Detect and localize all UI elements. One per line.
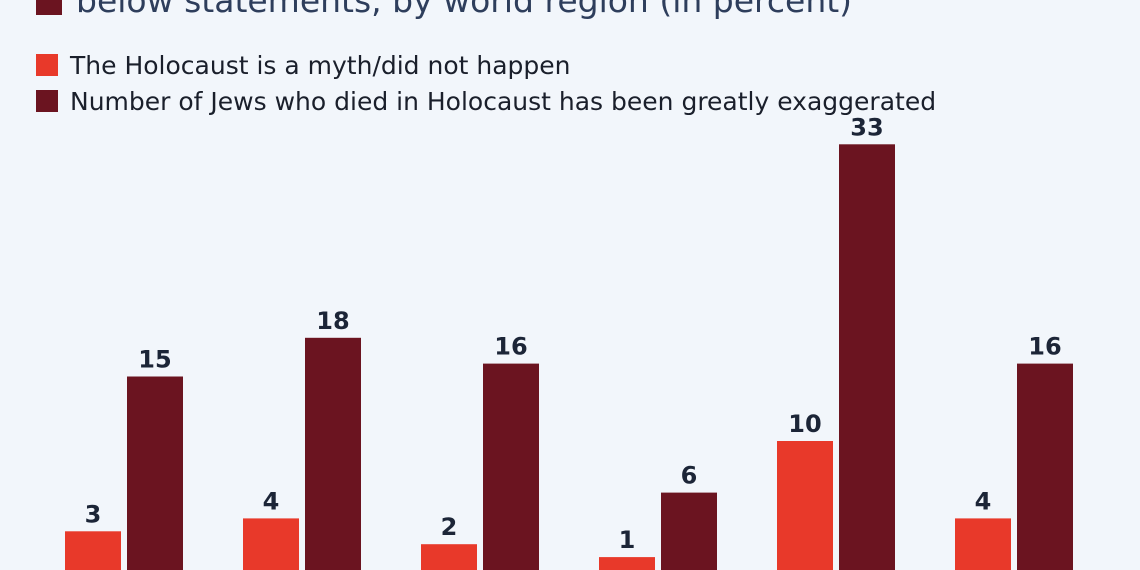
bar-series-1-group-5 xyxy=(777,441,833,570)
data-label-series-1-group-4: 1 xyxy=(619,526,636,554)
bar-series-2-group-1 xyxy=(127,376,183,570)
title-marker xyxy=(36,0,62,15)
data-label-series-1-group-5: 10 xyxy=(788,410,821,438)
bar-series-2-group-5 xyxy=(839,144,895,570)
legend-label-series-1: The Holocaust is a myth/did not happen xyxy=(70,50,571,80)
legend-swatch-series-2 xyxy=(36,90,58,112)
data-label-series-1-group-2: 4 xyxy=(263,487,280,515)
legend-swatch-series-1 xyxy=(36,54,58,76)
bar-series-1-group-6 xyxy=(955,518,1011,570)
chart-title: below statements, by world region (in pe… xyxy=(76,0,853,20)
legend-label-series-2: Number of Jews who died in Holocaust has… xyxy=(70,86,937,116)
legend-item-series-2: Number of Jews who died in Holocaust has… xyxy=(36,83,936,119)
data-label-series-1-group-1: 3 xyxy=(85,500,102,528)
bar-series-2-group-2 xyxy=(305,337,361,570)
bar-series-2-group-4 xyxy=(661,492,717,570)
chart-title-row: below statements, by world region (in pe… xyxy=(36,0,852,24)
bar-series-1-group-1 xyxy=(65,531,121,570)
data-label-series-2-group-3: 16 xyxy=(494,333,527,361)
data-label-series-1-group-6: 4 xyxy=(975,487,992,515)
bar-series-1-group-4 xyxy=(599,557,655,570)
data-label-series-2-group-6: 16 xyxy=(1028,333,1061,361)
legend-item-series-1: The Holocaust is a myth/did not happen xyxy=(36,47,936,83)
bar-series-2-group-3 xyxy=(483,363,539,570)
data-label-series-2-group-4: 6 xyxy=(681,462,698,490)
bar-series-2-group-6 xyxy=(1017,363,1073,570)
data-label-series-2-group-5: 33 xyxy=(850,113,883,141)
data-label-series-2-group-1: 15 xyxy=(138,346,171,374)
data-label-series-1-group-3: 2 xyxy=(441,513,458,541)
bar-series-1-group-2 xyxy=(243,518,299,570)
legend: The Holocaust is a myth/did not happen N… xyxy=(36,47,936,119)
data-label-series-2-group-2: 18 xyxy=(316,307,349,335)
bar-series-1-group-3 xyxy=(421,544,477,570)
